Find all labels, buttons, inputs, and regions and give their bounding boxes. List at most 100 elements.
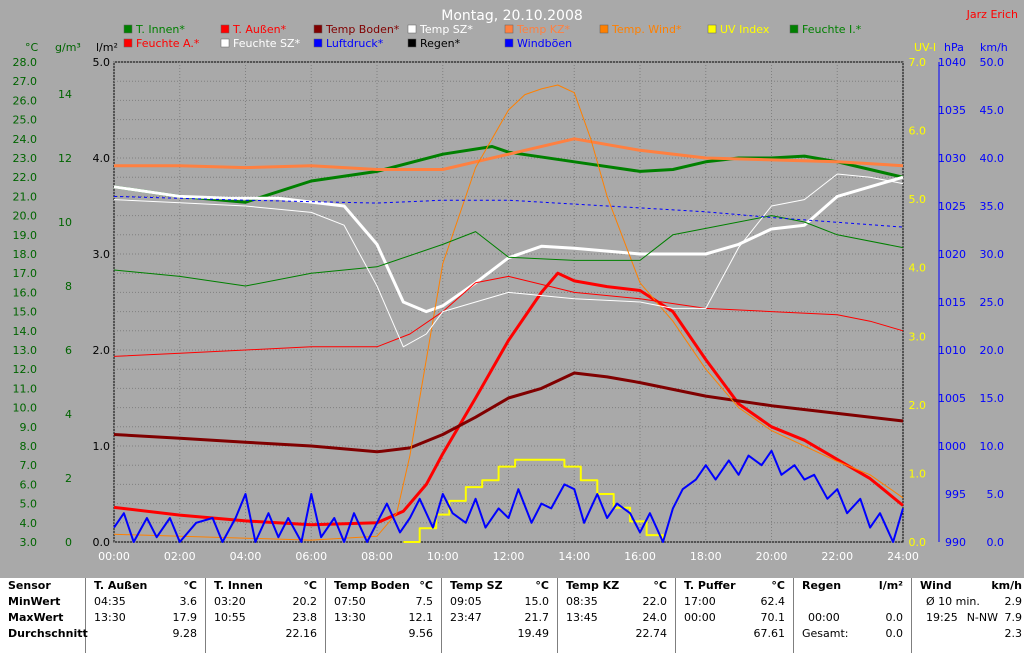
legend-swatch [220,38,230,48]
legend-label: Feuchte I.* [802,23,862,36]
max-time: 23:47 [450,611,482,624]
axis-tick-label: 0.0 [93,536,111,549]
axis-tick-label: 5.0 [987,488,1005,501]
avg-value: 67.61 [753,627,786,640]
min-time: 17:00 [684,595,716,608]
series-line-temp-boden [113,371,904,454]
sensor-header: Sensor [8,579,51,592]
min-time: 08:35 [566,595,598,608]
sensor-name: T. Puffer [684,579,736,592]
legend-swatch [599,24,609,34]
summary-col-t-innen: T. Innen °C 03:20 20.2 10:55 23.8 22.16 [206,578,326,653]
legend-swatch [789,24,799,34]
axis-tick-label: 5.0 [909,193,927,206]
x-tick-label: 14:00 [558,550,590,563]
axis-tick-label: 2.0 [93,344,111,357]
axis-tick-label: 1005 [938,392,966,405]
axis-tick-label: 1010 [938,344,966,357]
author-label: Jarz Erich [966,8,1018,21]
x-tick-label: 02:00 [164,550,196,563]
rain-total-label: Gesamt: [802,627,849,640]
sensor-unit: °C [419,579,433,592]
axis-tick-label: 10.0 [980,440,1005,453]
legend-swatch [123,24,133,34]
min-value: 22.0 [642,595,668,608]
axis-tick-label: 8 [65,280,72,293]
avg-value: 9.28 [172,627,198,640]
x-tick-label: 24:00 [887,550,919,563]
max-value: 24.0 [642,611,668,624]
legend-label: Regen* [420,37,461,50]
wind-last: 2.3 [1004,627,1023,640]
min-value: 62.4 [760,595,786,608]
sensor-unit: °C [653,579,667,592]
max-time: 13:30 [334,611,366,624]
axis-tick-label: 1.0 [909,467,927,480]
axis-tick-label: 14.0 [13,325,38,338]
gridlines [113,61,904,543]
axis-tick-label: 35.0 [980,200,1005,213]
axis-tick-label: 22.0 [13,171,38,184]
series-line-temp-wind [113,84,904,541]
legend-label: Windböen [517,37,572,50]
legend-swatch [504,24,514,34]
axis-tick-label: 28.0 [13,56,38,69]
sensor-name: Temp Boden [334,579,410,592]
series-line-temp-sz [113,175,904,314]
weather-chart: Montag, 20.10.2008 Jarz Erich T. Innen* T… [12,8,1019,563]
summary-col-regen: Regen l/m² 00:00 0.0 Gesamt: 0.0 [794,578,912,653]
series-line-feuchte-sz [113,173,904,348]
axis-tick-label: 13.0 [13,344,38,357]
summary-col-t-puffer: T. Puffer °C 17:00 62.4 00:00 70.1 67.61 [676,578,794,653]
legend-label: Temp SZ* [419,23,473,36]
series-line-t-innen [113,145,904,204]
x-tick-label: 06:00 [295,550,327,563]
axis-tick-label: 3.0 [909,330,927,343]
min-time: 03:20 [214,595,246,608]
axis-tick-label: 2 [65,472,72,485]
avg-value: 22.16 [285,627,318,640]
axis-tick-label: 4.0 [20,517,38,530]
legend-swatch [707,24,717,34]
axis-tick-label: 1035 [938,104,966,117]
series-line-uv-index [403,458,664,543]
wind-direction: N-NW [966,611,998,624]
max-value: 17.9 [172,611,198,624]
x-tick-label: 22:00 [821,550,853,563]
min-value: 7.5 [415,595,434,608]
series-line-luftdruck [113,195,904,228]
axis-tick-label: 45.0 [980,104,1005,117]
wind-avg-label: Ø 10 min. [926,595,980,608]
axis-tick-label: 1040 [938,56,966,69]
axis-tick-label: 2.0 [909,399,927,412]
series-line-windb-en [113,449,904,543]
axis-tick-label: 8.0 [20,440,38,453]
axis-tick-label: 6.0 [909,125,927,138]
axis-tick-label: 15.0 [980,392,1005,405]
axis-unit-uv_index: UV-I [914,41,936,54]
axis-tick-label: 40.0 [980,152,1005,165]
axis-tick-label: 10.0 [13,402,38,415]
x-tick-label: 00:00 [98,550,130,563]
axis-tick-label: 9.0 [20,421,38,434]
legend-label: Luftdruck* [326,37,384,50]
axis-tick-label: 1020 [938,248,966,261]
axis-tick-label: 15.0 [13,306,38,319]
x-tick-label: 08:00 [361,550,393,563]
axis-tick-label: 18.0 [13,248,38,261]
axis-unit-rain_lm2: l/m² [96,41,118,54]
axis-tick-label: 24.0 [13,133,38,146]
legend-label: Temp KZ* [516,23,571,36]
axis-tick-label: 12.0 [13,363,38,376]
summary-col-wind: Wind km/h Ø 10 min. 2.9 19:25 N-NW 7.9 2.3 [912,578,1024,653]
series-line-feuchte-a [113,275,904,357]
axis-tick-label: 25.0 [980,296,1005,309]
wind-max: 7.9 [1004,611,1023,624]
axis-tick-label: 0.0 [909,536,927,549]
min-value: 3.6 [179,595,198,608]
min-time: 07:50 [334,595,366,608]
legend-label: Temp Boden* [325,23,400,36]
axis-tick-label: 23.0 [13,152,38,165]
axis-tick-label: 995 [945,488,966,501]
summary-labels: Sensor MinWert MaxWert Durchschnitt [0,578,88,653]
